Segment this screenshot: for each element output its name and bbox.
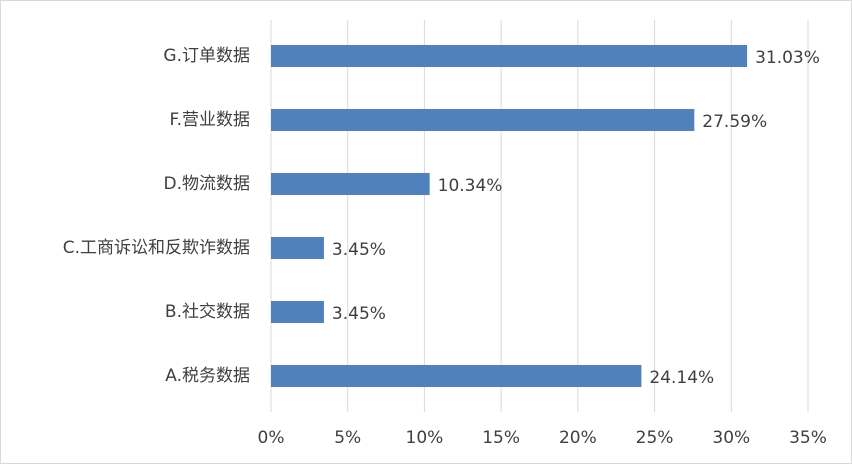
y-tick-label: C.工商诉讼和反欺诈数据: [63, 238, 250, 258]
x-tick-label: 5%: [334, 428, 361, 448]
x-tick-label: 25%: [636, 428, 674, 448]
y-tick-label: F.营业数据: [170, 110, 250, 130]
value-label: 24.14%: [649, 368, 714, 388]
y-tick-label: D.物流数据: [164, 174, 251, 194]
bar: [271, 237, 324, 259]
value-label: 10.34%: [438, 176, 503, 196]
bar: [271, 365, 642, 387]
value-label: 3.45%: [332, 240, 386, 260]
bar: [271, 109, 695, 131]
value-label: 27.59%: [702, 112, 767, 132]
x-tick-label: 35%: [789, 428, 827, 448]
y-tick-label: A.税务数据: [165, 366, 250, 386]
bar: [271, 45, 748, 67]
value-label: 3.45%: [332, 304, 386, 324]
value-label: 31.03%: [755, 48, 820, 68]
bar: [271, 301, 324, 323]
y-tick-label: G.订单数据: [163, 46, 250, 66]
x-tick-label: 0%: [258, 428, 285, 448]
x-tick-label: 10%: [406, 428, 444, 448]
x-tick-label: 30%: [712, 428, 750, 448]
x-tick-label: 15%: [482, 428, 520, 448]
bar: [271, 173, 430, 195]
x-tick-label: 20%: [559, 428, 597, 448]
y-tick-label: B.社交数据: [165, 302, 250, 322]
